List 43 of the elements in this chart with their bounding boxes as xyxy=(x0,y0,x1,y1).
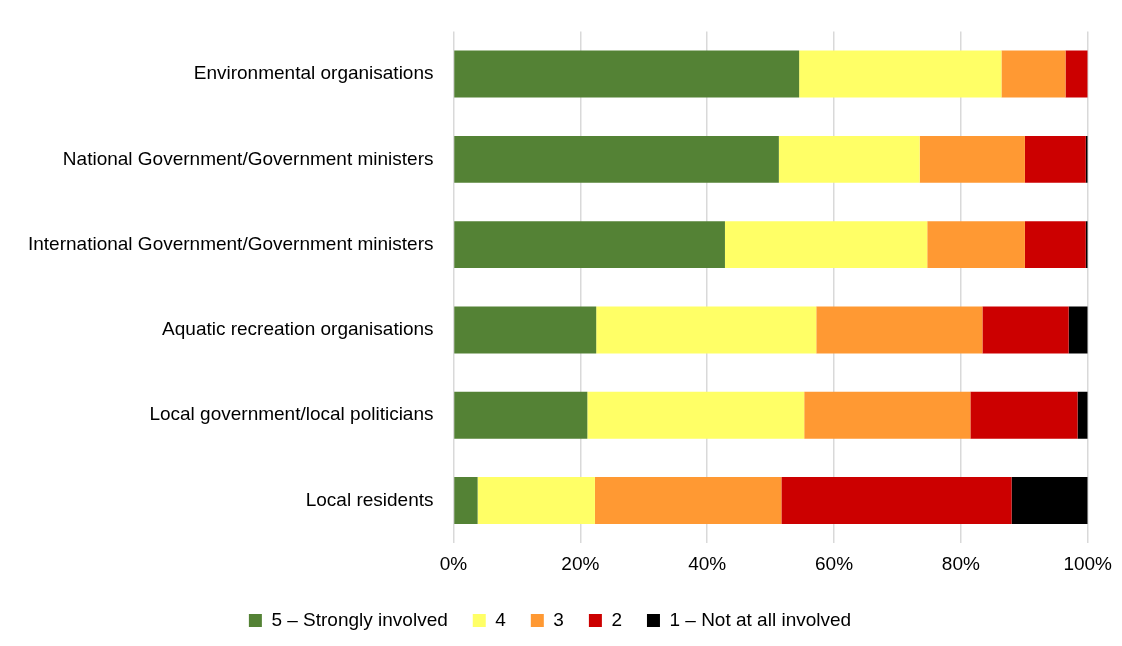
bar xyxy=(919,135,1025,183)
bar xyxy=(816,306,983,354)
bar xyxy=(982,306,1069,354)
bar xyxy=(927,221,1025,269)
bar xyxy=(970,391,1078,439)
legend-label: 4 xyxy=(495,608,507,630)
y-tick-label: National Government/Government ministers xyxy=(62,147,434,169)
bar xyxy=(594,477,782,525)
y-tick-label: Local government/local politicians xyxy=(149,403,434,425)
bar xyxy=(1024,221,1086,269)
legend-label: 1 – Not at all involved xyxy=(669,608,852,630)
bar xyxy=(1011,477,1088,525)
bar xyxy=(1001,50,1066,98)
x-tick-label: 100% xyxy=(1063,552,1113,574)
bar xyxy=(781,477,1012,525)
legend-label: 2 xyxy=(611,608,622,630)
bar xyxy=(724,221,928,269)
bar xyxy=(454,221,725,269)
bar xyxy=(454,306,597,354)
bar xyxy=(454,391,588,439)
bar xyxy=(1065,50,1088,98)
bar xyxy=(454,135,779,183)
bar xyxy=(1024,135,1086,183)
bar xyxy=(804,391,971,439)
x-tick-label: 60% xyxy=(815,552,854,574)
bar xyxy=(596,306,817,354)
legend-label: 3 xyxy=(553,608,564,630)
x-tick-label: 0% xyxy=(439,552,468,574)
bar xyxy=(799,50,1002,98)
legend-label: 5 – Strongly involved xyxy=(271,608,448,630)
y-tick-label: Aquatic recreation organisations xyxy=(162,318,434,340)
x-tick-label: 20% xyxy=(561,552,600,574)
bar xyxy=(587,391,805,439)
bar xyxy=(454,50,800,98)
x-tick-label: 80% xyxy=(941,552,980,574)
bar xyxy=(1068,306,1088,354)
bar xyxy=(477,477,595,525)
x-tick-label: 40% xyxy=(688,552,727,574)
bar xyxy=(778,135,920,183)
bar xyxy=(454,477,478,525)
y-tick-label: Local residents xyxy=(305,488,434,510)
y-tick-label: International Government/Government ministers xyxy=(28,232,434,254)
y-tick-label: Environmental organisations xyxy=(193,62,434,84)
